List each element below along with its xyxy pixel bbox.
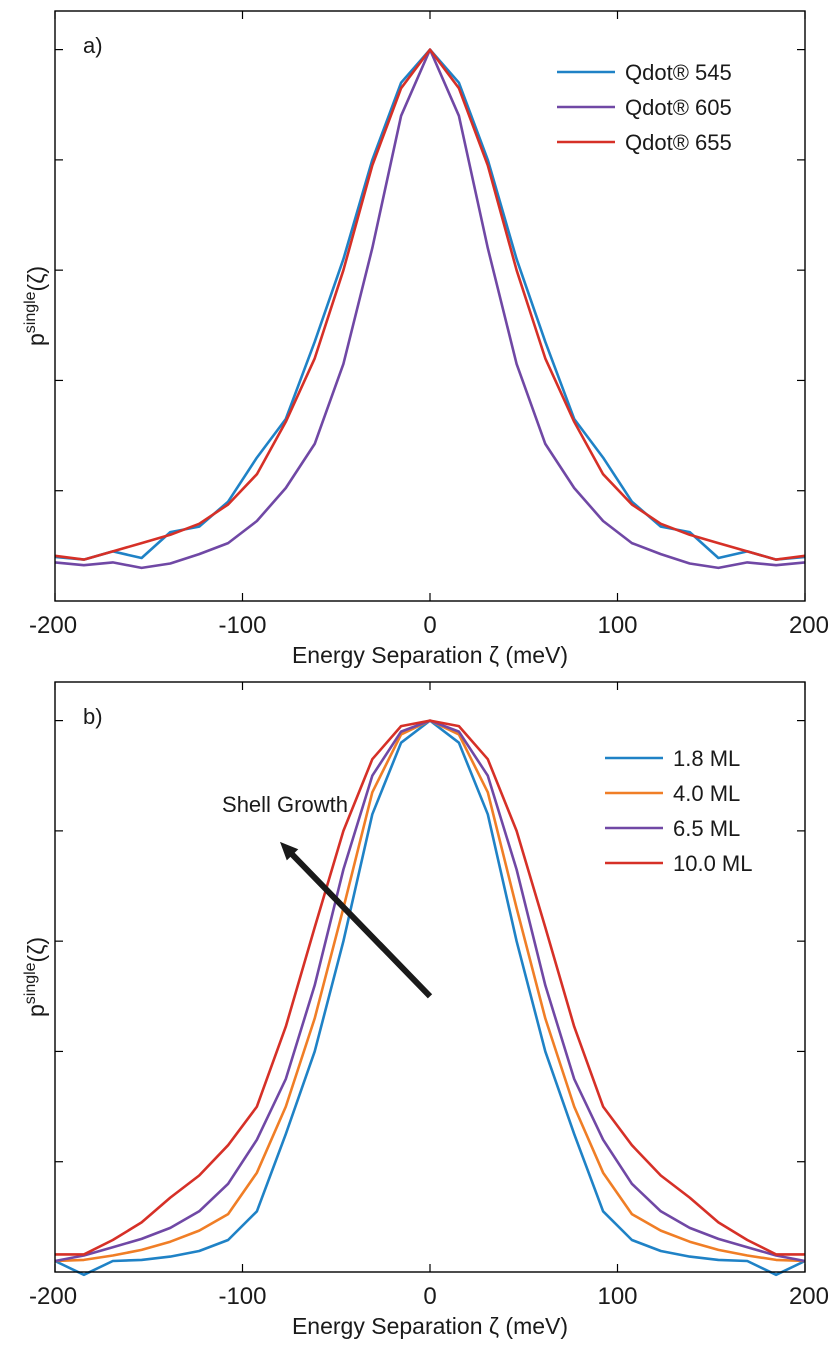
x-axis-title: Energy Separation ζ (meV) <box>292 1313 568 1339</box>
y-axis-title-base: p <box>23 1004 49 1017</box>
x-tick-label: 200 <box>789 1283 829 1310</box>
annotation-text: Shell Growth <box>222 792 348 817</box>
x-tick-label: 100 <box>597 612 637 639</box>
legend-label-2: Qdot® 655 <box>625 130 732 155</box>
x-tick-label: -200 <box>29 1283 77 1310</box>
series-line-1 <box>54 48 806 570</box>
series-lines <box>54 48 806 570</box>
panel-label: b) <box>83 704 103 729</box>
y-axis-title-superscript: single <box>22 291 39 333</box>
chart-panel-a: -200 -100 0 100 200 Energy Separation ζ (meV)… <box>22 10 829 668</box>
arrow-shaft <box>284 846 433 999</box>
x-tick-label: -200 <box>29 612 77 639</box>
legend-label-0: Qdot® 545 <box>625 60 732 85</box>
y-axis-title-superscript: single <box>22 962 39 1004</box>
legend-label-1: Qdot® 605 <box>625 95 732 120</box>
x-tick-label: -100 <box>218 1283 266 1310</box>
x-tick-label: 200 <box>789 612 829 639</box>
legend-label-1: 4.0 ML <box>673 781 740 806</box>
x-tick-label: 100 <box>597 1283 637 1310</box>
y-axis-title: psingle(ζ) <box>22 937 49 1017</box>
x-tick-label: 0 <box>423 1283 436 1310</box>
legend: 1.8 ML 4.0 ML 6.5 ML 10.0 ML <box>605 746 753 876</box>
legend-label-3: 10.0 ML <box>673 851 753 876</box>
legend-label-0: 1.8 ML <box>673 746 740 771</box>
y-axis-title-argument: (ζ) <box>23 266 49 291</box>
y-axis-title-base: p <box>23 333 49 346</box>
panel-label: a) <box>83 33 103 58</box>
x-axis-title: Energy Separation ζ (meV) <box>292 642 568 668</box>
y-axis-title-argument: (ζ) <box>23 937 49 962</box>
chart-panel-b: -200 -100 0 100 200 Energy Separation ζ (meV)… <box>22 681 829 1339</box>
legend: Qdot® 545 Qdot® 605 Qdot® 655 <box>557 60 732 155</box>
legend-label-2: 6.5 ML <box>673 816 740 841</box>
x-tick-label: -100 <box>218 612 266 639</box>
series-line-3 <box>55 719 805 1256</box>
series-line-2 <box>54 48 806 561</box>
arrow-head <box>280 841 299 861</box>
series-lines <box>54 719 806 1277</box>
x-tick-label: 0 <box>423 612 436 639</box>
shell-growth-arrow <box>280 841 433 999</box>
series-line-0 <box>54 48 806 561</box>
y-axis-title: psingle(ζ) <box>22 266 49 346</box>
